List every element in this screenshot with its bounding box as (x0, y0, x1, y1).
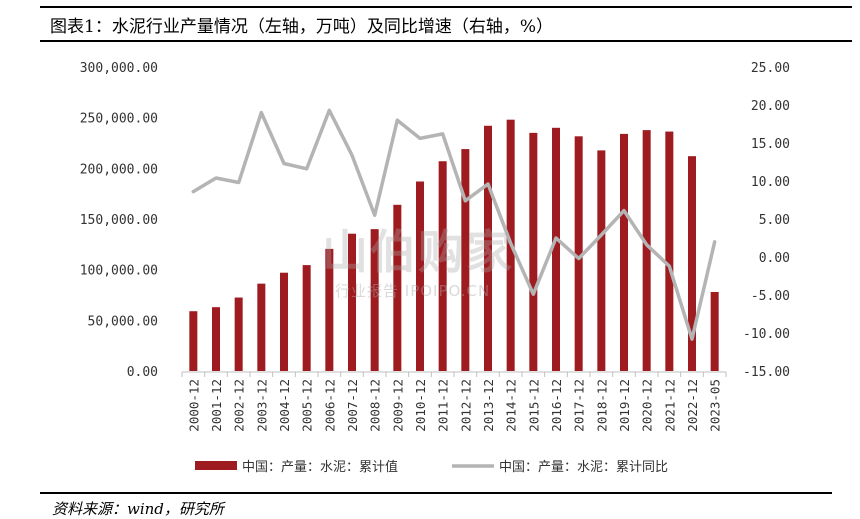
left-axis-tick-label: 200,000.00 (80, 162, 158, 177)
legend-line-label: 中国：产量：水泥：累计同比 (499, 460, 668, 475)
watermark-logo-text: 山伯购家 (322, 216, 514, 282)
x-tick-label: 2018-12 (594, 379, 609, 432)
bar-2004-12 (280, 273, 288, 371)
x-tick-label: 2009-12 (390, 379, 405, 432)
x-tick-label: 2016-12 (549, 379, 564, 432)
x-tick-label: 2001-12 (209, 379, 224, 432)
bar-2021-12 (665, 132, 673, 371)
right-axis-tick-label: -15.00 (743, 365, 790, 380)
bar-2005-12 (303, 265, 311, 371)
bar-2015-12 (529, 133, 537, 371)
watermark-subtext: 行业报告 IPOIPO.CN (335, 280, 490, 301)
x-tick-label: 2022-12 (685, 379, 700, 432)
bar-2002-12 (235, 298, 243, 371)
source-note: 资料来源：wind，研究所 (52, 498, 224, 519)
legend-bar-swatch (195, 461, 237, 470)
bar-2001-12 (212, 307, 220, 371)
x-tick-label: 2015-12 (526, 379, 541, 432)
left-axis-tick-label: 50,000.00 (88, 314, 158, 329)
right-axis-tick-label: 20.00 (751, 99, 790, 114)
right-axis-tick-label: -5.00 (751, 289, 790, 304)
bar-2000-12 (189, 311, 197, 371)
x-tick-label: 2011-12 (436, 379, 451, 432)
x-tick-label: 2012-12 (458, 379, 473, 432)
x-tick-label: 2005-12 (300, 379, 315, 432)
right-axis-tick-label: 0.00 (759, 251, 790, 266)
right-axis-tick-label: -10.00 (743, 327, 790, 342)
x-tick-label: 2004-12 (277, 379, 292, 432)
x-tick-label: 2008-12 (368, 379, 383, 432)
bar-2003-12 (257, 284, 265, 371)
x-tick-label: 2020-12 (640, 379, 655, 432)
source-bar: 资料来源：wind，研究所 (40, 492, 832, 494)
x-tick-label: 2003-12 (254, 379, 269, 432)
x-tick-label: 2007-12 (345, 379, 360, 432)
right-axis-tick-label: 25.00 (751, 61, 790, 76)
x-tick-label: 2010-12 (413, 379, 428, 432)
bar-2019-12 (620, 134, 628, 371)
x-tick-label: 2014-12 (504, 379, 519, 432)
left-axis-tick-label: 100,000.00 (80, 264, 158, 279)
x-tick-label: 2013-12 (481, 379, 496, 432)
x-tick-label: 2006-12 (322, 379, 337, 432)
x-tick-label: 2002-12 (232, 379, 247, 432)
right-axis-tick-label: 5.00 (759, 213, 790, 228)
left-axis-tick-label: 0.00 (127, 365, 158, 380)
x-tick-label: 2017-12 (572, 379, 587, 432)
right-axis-tick-label: 15.00 (751, 137, 790, 152)
left-axis-tick-label: 150,000.00 (80, 213, 158, 228)
legend-bar-label: 中国：产量：水泥：累计值 (242, 459, 398, 475)
bar-2023-05 (711, 292, 719, 371)
x-tick-label: 2019-12 (617, 379, 632, 432)
bar-2020-12 (643, 130, 651, 371)
left-axis-tick-label: 300,000.00 (80, 61, 158, 76)
bar-2018-12 (597, 150, 605, 371)
x-tick-label: 2023-05 (708, 379, 723, 432)
x-tick-label: 2000-12 (186, 379, 201, 432)
x-tick-label: 2021-12 (662, 379, 677, 432)
left-axis-tick-label: 250,000.00 (80, 112, 158, 127)
right-axis-tick-label: 10.00 (751, 175, 790, 190)
